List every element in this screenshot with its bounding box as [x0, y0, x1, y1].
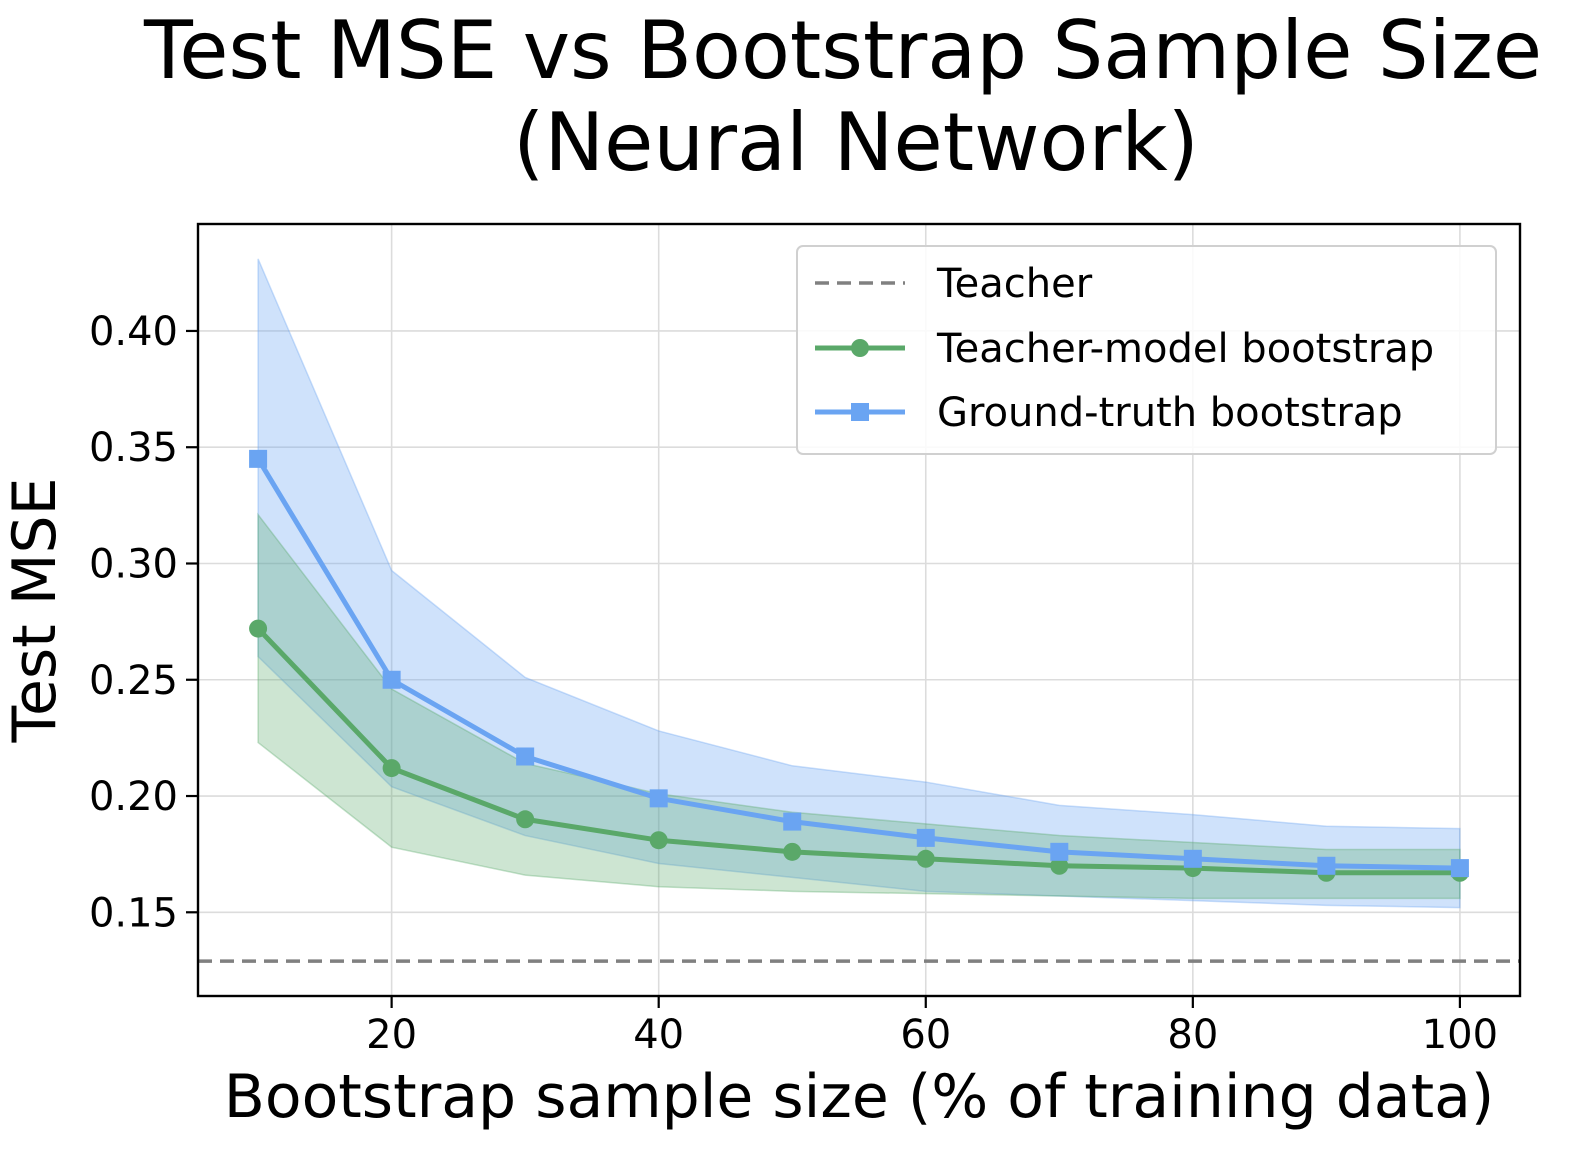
chart-title-line-2: (Neural Network) [513, 96, 1199, 189]
plot-frame [196, 222, 1522, 998]
point-teacher-model-bootstrap [382, 759, 401, 778]
legend-marker-ground-truth-bootstrap [851, 403, 869, 421]
y-tick-label: 0.25 [89, 658, 178, 704]
point-teacher-model-bootstrap [516, 810, 535, 829]
legend-label-ground-truth-bootstrap: Ground-truth bootstrap [937, 390, 1403, 436]
y-axis-label: Test MSE [0, 478, 70, 744]
legend-label-teacher-model-bootstrap: Teacher-model bootstrap [936, 326, 1434, 372]
point-ground-truth-bootstrap [783, 812, 802, 831]
legend: Teacher Teacher-model bootstrap Ground-tru… [796, 245, 1497, 455]
point-teacher-model-bootstrap [649, 831, 668, 850]
point-ground-truth-bootstrap [1317, 856, 1336, 875]
x-tick-label: 80 [1167, 1012, 1218, 1058]
line-ground-truth-bootstrap [255, 457, 1460, 871]
point-teacher-model-bootstrap [916, 849, 935, 868]
point-ground-truth-bootstrap [916, 828, 935, 847]
legend-box [796, 245, 1497, 455]
axis-ticks: 20 40 60 80 100 0.15 0.20 0.25 0.30 0.35 0.40 [89, 309, 1498, 1058]
chart-title-line-1: Test MSE vs Bootstrap Sample Size [143, 4, 1542, 97]
point-ground-truth-bootstrap [516, 747, 535, 766]
x-axis-label: Bootstrap sample size (% of training dat… [224, 1062, 1495, 1132]
legend-marker-teacher-model-bootstrap [851, 339, 869, 357]
point-teacher-model-bootstrap [1050, 856, 1069, 875]
point-teacher-model-bootstrap [783, 842, 802, 861]
point-ground-truth-bootstrap [649, 789, 668, 808]
series-lines [255, 457, 1460, 876]
x-tick-label: 20 [366, 1012, 417, 1058]
y-tick-label: 0.20 [89, 774, 178, 820]
band-teacher-model-bootstrap [257, 512, 1461, 900]
confidence-bands [257, 258, 1461, 909]
y-tick-label: 0.40 [89, 309, 178, 355]
x-tick-label: 40 [633, 1012, 684, 1058]
legend-label-teacher: Teacher [936, 261, 1093, 307]
x-tick-label: 100 [1422, 1012, 1498, 1058]
x-tick-label: 60 [900, 1012, 951, 1058]
point-ground-truth-bootstrap [1050, 842, 1069, 861]
point-ground-truth-bootstrap [382, 670, 401, 689]
y-tick-label: 0.35 [89, 425, 178, 471]
point-ground-truth-bootstrap [1183, 849, 1202, 868]
point-ground-truth-bootstrap [249, 449, 268, 468]
point-ground-truth-bootstrap [1450, 859, 1469, 878]
series-markers [249, 449, 1469, 882]
y-tick-label: 0.15 [89, 890, 178, 936]
line-teacher-model-bootstrap [256, 626, 1460, 876]
y-tick-label: 0.30 [89, 541, 178, 587]
point-teacher-model-bootstrap [249, 619, 268, 638]
band-ground-truth-bootstrap [257, 258, 1461, 909]
